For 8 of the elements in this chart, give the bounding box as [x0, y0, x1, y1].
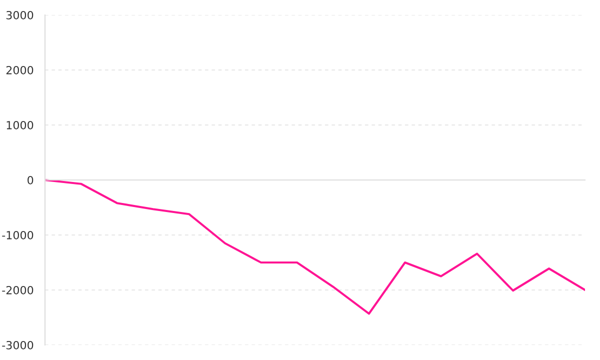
y-tick-label: -1000 [2, 230, 34, 240]
y-tick-label: 0 [28, 176, 34, 184]
y-tick-label: 1000 [6, 120, 34, 130]
y-tick-label: -3000 [2, 340, 34, 350]
y-tick-label: 3000 [6, 10, 34, 20]
y-tick-label: 2000 [6, 66, 34, 74]
line-series [45, 178, 585, 315]
y-tick-label: -2000 [2, 286, 34, 294]
